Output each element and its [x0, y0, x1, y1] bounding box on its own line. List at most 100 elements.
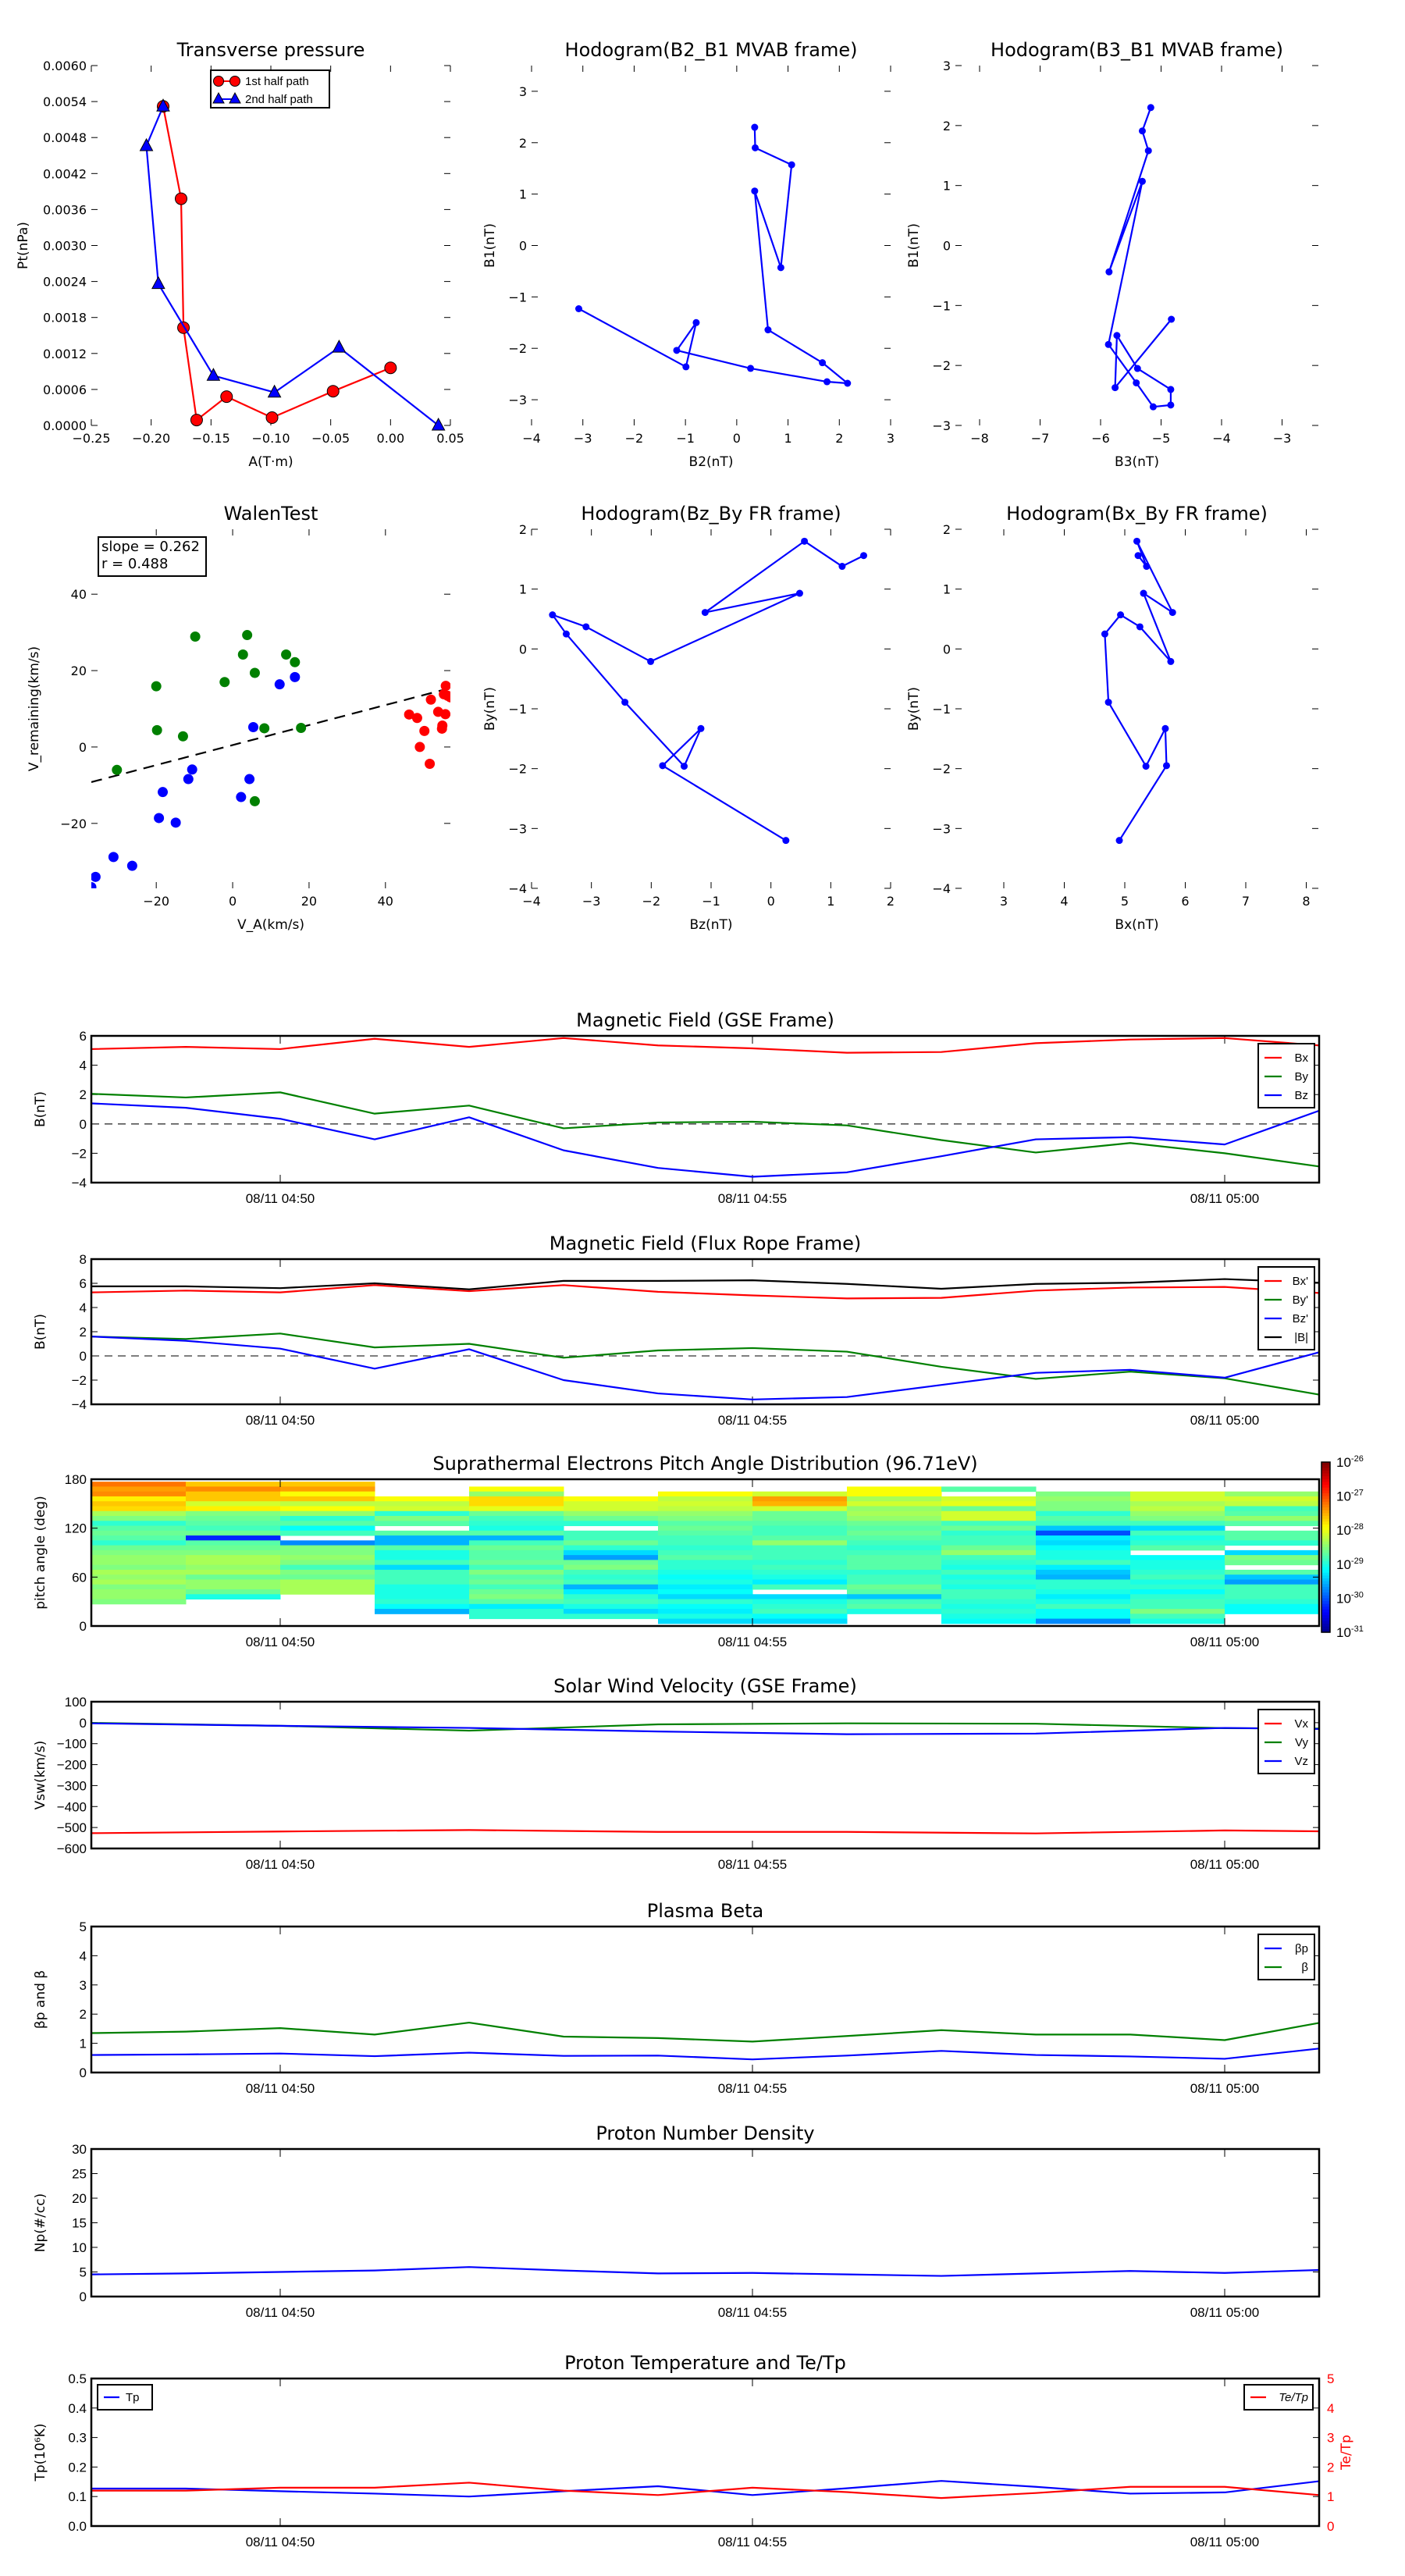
- data-point: [823, 378, 831, 386]
- scatter-point: [126, 860, 137, 871]
- colorbar-segment: [1321, 1535, 1330, 1539]
- heatmap-cell: [1036, 1525, 1131, 1532]
- heatmap-cell: [564, 1545, 659, 1551]
- x-tick-label: 08/11 04:50: [246, 2305, 315, 2320]
- scatter-point: [91, 882, 97, 888]
- heatmap-cell: [847, 1525, 942, 1532]
- series-line-TeTp: [91, 2482, 1320, 2500]
- slope-text: slope = 0.262: [101, 539, 200, 555]
- scatter-point: [242, 630, 253, 641]
- heatmap-cell: [847, 1540, 942, 1546]
- scatter-point: [237, 649, 248, 660]
- data-point: [156, 98, 170, 112]
- heatmap-cells: [91, 1482, 1320, 1624]
- heatmap-cell: [941, 1603, 1037, 1610]
- series-line: [551, 540, 864, 841]
- heatmap-cell: [847, 1506, 942, 1512]
- x-tick-label: −2: [642, 894, 661, 909]
- heatmap-cell: [375, 1535, 470, 1541]
- heatmap-cell: [375, 1584, 470, 1590]
- heatmap-cell: [658, 1540, 753, 1546]
- x-tick-label: 08/11 04:55: [718, 1635, 788, 1649]
- y-tick-label: 0.0048: [43, 130, 87, 145]
- colorbar-tick-base: 10: [1336, 1455, 1351, 1470]
- colorbar-segment: [1321, 1470, 1330, 1475]
- y-tick-label: 20: [72, 2191, 87, 2206]
- x-tick-label: −0.20: [132, 431, 170, 446]
- data-point: [1105, 268, 1113, 276]
- heatmap-cell: [469, 1550, 564, 1556]
- data-point: [1133, 365, 1141, 372]
- colorbar-tick-label: 10-30: [1336, 1590, 1364, 1606]
- heatmap-cell: [1130, 1594, 1225, 1600]
- heatmap-cell: [91, 1555, 187, 1560]
- heatmap-cell: [564, 1540, 659, 1546]
- heatmap-cell: [375, 1560, 470, 1566]
- heatmap-cell: [564, 1594, 659, 1600]
- x-tick-label: −6: [1091, 431, 1110, 446]
- y2-axis-label: Te/Tp: [1339, 2435, 1354, 2471]
- y-axis-label: By(nT): [482, 687, 498, 731]
- heatmap-cell: [564, 1510, 659, 1517]
- heatmap-cell: [469, 1486, 564, 1493]
- scatter-point: [274, 679, 285, 690]
- data-point: [549, 611, 557, 619]
- colorbar-tick-exponent: -28: [1351, 1522, 1364, 1532]
- heatmap-cell: [1036, 1521, 1131, 1527]
- colorbar-segment: [1321, 1598, 1330, 1602]
- heatmap-cell: [658, 1574, 753, 1580]
- y-tick-label: 5: [80, 2265, 87, 2280]
- y-tick-label: 4: [80, 1059, 87, 1073]
- legend: βp β: [1257, 1934, 1315, 1980]
- x-tick-label: −3: [582, 894, 601, 909]
- data-point: [1101, 630, 1108, 638]
- heatmap-cell: [280, 1579, 375, 1585]
- x-tick-label: 08/11 05:00: [1190, 1857, 1260, 1872]
- heatmap-cell: [658, 1516, 753, 1521]
- heatmap-cell: [1036, 1603, 1131, 1610]
- heatmap-cell: [186, 1584, 281, 1590]
- colorbar-segment: [1321, 1592, 1330, 1596]
- heatmap-cell: [847, 1560, 942, 1566]
- heatmap-cell: [280, 1506, 375, 1512]
- heatmap-cell: [1225, 1579, 1320, 1585]
- heatmap-cell: [847, 1609, 942, 1614]
- data-point: [582, 623, 590, 631]
- heatmap-cell: [1036, 1501, 1131, 1507]
- series-line-Vx: [91, 1829, 1320, 1834]
- y-tick-label: 0: [79, 740, 87, 755]
- data-point: [860, 552, 867, 560]
- scatter-point: [112, 764, 123, 775]
- y-tick-label: 0.1: [68, 2489, 87, 2504]
- heatmap-cell: [91, 1530, 187, 1536]
- colorbar-segment: [1321, 1507, 1330, 1511]
- heatmap-cell: [658, 1496, 753, 1502]
- heatmap-cell: [1225, 1603, 1320, 1610]
- data-point: [697, 724, 705, 732]
- heatmap-cell: [186, 1482, 281, 1487]
- x-tick-label: 08/11 05:00: [1190, 1413, 1260, 1428]
- heatmap-cell: [941, 1614, 1037, 1620]
- data-point: [1104, 699, 1112, 706]
- hodogram-bz-by-chart: Hodogram(Bz_By FR frame) −4 −3 −2 −1 0 1 2 −4 −3 −…: [482, 503, 895, 933]
- y-tick-label: 4: [80, 1948, 87, 1963]
- heatmap-cell: [375, 1564, 470, 1571]
- colorbar-segment: [1321, 1527, 1330, 1531]
- hodogram-path: [1104, 104, 1176, 411]
- heatmap-cell: [469, 1609, 564, 1614]
- colorbar-segment: [1321, 1513, 1330, 1517]
- data-point: [751, 123, 759, 131]
- heatmap-cell: [564, 1555, 659, 1560]
- heatmap-cell: [280, 1521, 375, 1527]
- y-axis-label: B1(nT): [482, 223, 498, 268]
- x-tick-label: 08/11 04:55: [718, 1191, 788, 1206]
- scatter-point: [108, 852, 119, 863]
- data-point: [681, 763, 688, 770]
- x-tick-label: 1: [784, 431, 791, 446]
- y-tick-label: 0.3: [68, 2431, 87, 2446]
- scatter-point: [190, 632, 201, 642]
- heatmap-cell: [1130, 1614, 1225, 1620]
- x-axis-label: Bz(nT): [689, 917, 732, 933]
- y-tick-label: 0.2: [68, 2460, 87, 2475]
